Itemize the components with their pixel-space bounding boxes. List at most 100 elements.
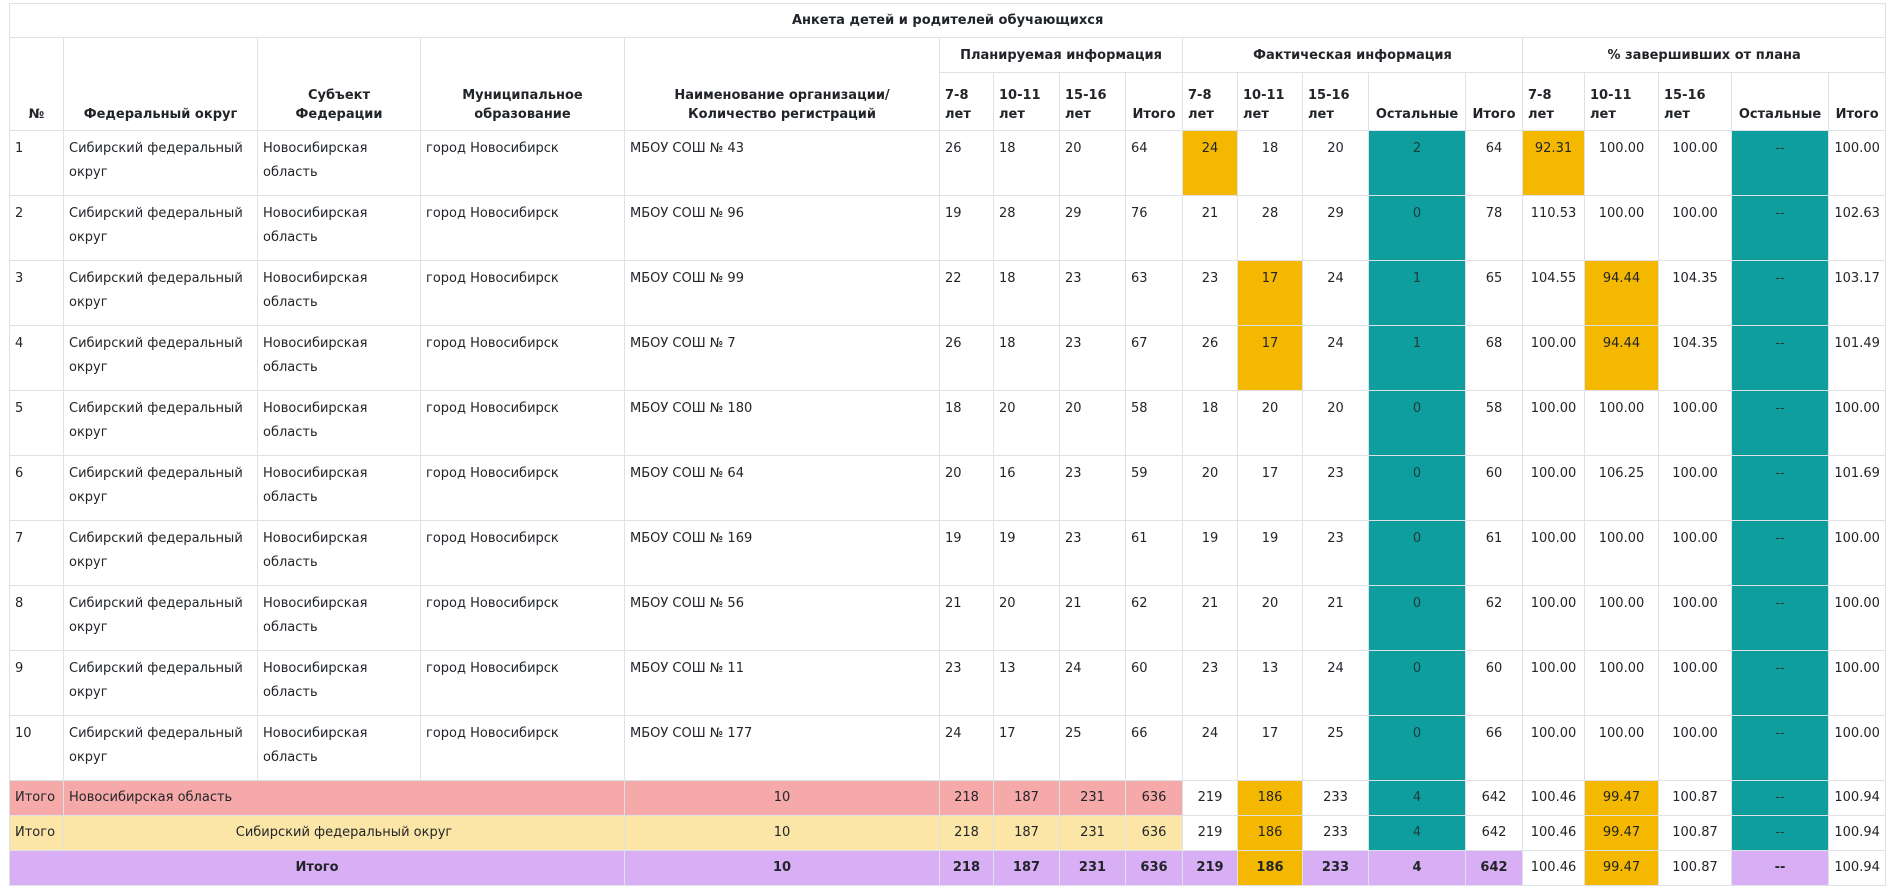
cell-pct-7-8: 100.00 [1522, 390, 1585, 456]
cell-plan-15-16: 20 [1059, 390, 1126, 456]
summary-fact-others: 4 [1368, 780, 1466, 816]
header-fact-10-11: 10-11 лет [1237, 72, 1303, 131]
cell-plan-15-16: 20 [1059, 130, 1126, 196]
cell-pct-others: -- [1731, 455, 1829, 521]
cell-plan-7-8: 26 [939, 130, 994, 196]
cell-fact-7-8: 26 [1182, 325, 1238, 391]
cell-municipal: город Новосибирск [420, 455, 625, 521]
cell-no: 5 [9, 390, 64, 456]
cell-municipal: город Новосибирск [420, 715, 625, 781]
summary-plan-15-16: 231 [1059, 815, 1126, 851]
cell-municipal: город Новосибирск [420, 650, 625, 716]
summary-plan-total: 636 [1125, 780, 1183, 816]
cell-fact-15-16: 23 [1302, 520, 1369, 586]
cell-pct-10-11: 100.00 [1584, 390, 1659, 456]
summary-pct-7-8: 100.46 [1522, 780, 1585, 816]
cell-fact-total: 68 [1465, 325, 1523, 391]
summary-pct-others: -- [1731, 815, 1829, 851]
cell-pct-10-11: 100.00 [1584, 585, 1659, 651]
cell-plan-total: 60 [1125, 650, 1183, 716]
cell-plan-10-11: 18 [993, 325, 1060, 391]
cell-plan-total: 63 [1125, 260, 1183, 326]
table-head: Анкета детей и родителей обучающихся № Ф… [8, 3, 1887, 131]
header-percent: % завершивших от плана [1521, 37, 1887, 73]
header-org: Наименование организации/ Количество рег… [624, 37, 940, 131]
cell-fact-total: 61 [1465, 520, 1523, 586]
cell-pct-15-16: 100.00 [1658, 715, 1732, 781]
cell-plan-7-8: 19 [939, 520, 994, 586]
cell-pct-total: 100.00 [1827, 130, 1887, 196]
cell-no: 1 [9, 130, 64, 196]
cell-plan-15-16: 23 [1059, 455, 1126, 521]
table-row: 1 Сибирский федеральный округ Новосибирска… [9, 130, 1887, 196]
cell-pct-7-8: 100.00 [1522, 715, 1585, 781]
cell-pct-10-11: 100.00 [1584, 650, 1659, 716]
cell-fact-7-8: 18 [1182, 390, 1238, 456]
cell-fact-others: 1 [1368, 325, 1466, 391]
summary-plan-10-11: 187 [993, 780, 1060, 816]
cell-pct-total: 100.00 [1827, 585, 1887, 651]
cell-plan-15-16: 23 [1059, 520, 1126, 586]
cell-fact-10-11: 17 [1237, 325, 1303, 391]
cell-no: 6 [9, 455, 64, 521]
cell-pct-10-11: 100.00 [1584, 520, 1659, 586]
cell-pct-10-11: 94.44 [1584, 260, 1659, 326]
cell-subject: Новосибирская область [257, 390, 421, 456]
cell-okrug: Сибирский федеральный округ [63, 520, 258, 586]
cell-pct-10-11: 100.00 [1584, 130, 1659, 196]
table-row: 2 Сибирский федеральный округ Новосибирска… [9, 195, 1887, 261]
header-plan-10-11: 10-11 лет [993, 72, 1060, 131]
summary-pct-total: 100.94 [1827, 780, 1887, 816]
cell-pct-15-16: 100.00 [1658, 390, 1732, 456]
summary-count: 10 [624, 815, 940, 851]
cell-no: 3 [9, 260, 64, 326]
cell-fact-15-16: 24 [1302, 650, 1369, 716]
cell-plan-total: 58 [1125, 390, 1183, 456]
summary-fact-15-16: 233 [1302, 780, 1369, 816]
cell-municipal: город Новосибирск [420, 585, 625, 651]
cell-org: МБОУ СОШ № 64 [624, 455, 940, 521]
cell-municipal: город Новосибирск [420, 130, 625, 196]
cell-municipal: город Новосибирск [420, 260, 625, 326]
summary-plan-total: 636 [1125, 815, 1183, 851]
header-pct-total: Итого [1827, 72, 1887, 131]
cell-org: МБОУ СОШ № 7 [624, 325, 940, 391]
cell-okrug: Сибирский федеральный округ [63, 260, 258, 326]
header-fact-15-16: 15-16 лет [1302, 72, 1369, 131]
cell-subject: Новосибирская область [257, 455, 421, 521]
header-no: № [9, 37, 64, 131]
cell-fact-others: 0 [1368, 650, 1466, 716]
cell-okrug: Сибирский федеральный округ [63, 130, 258, 196]
cell-pct-7-8: 92.31 [1522, 130, 1585, 196]
cell-pct-10-11: 106.25 [1584, 455, 1659, 521]
table-row: 7 Сибирский федеральный округ Новосибирска… [9, 520, 1887, 586]
cell-no: 9 [9, 650, 64, 716]
header-planned: Планируемая информация [939, 37, 1183, 73]
table-row: 8 Сибирский федеральный округ Новосибирска… [9, 585, 1887, 651]
cell-pct-7-8: 100.00 [1522, 455, 1585, 521]
summary-fact-total: 642 [1465, 815, 1523, 851]
cell-pct-total: 103.17 [1827, 260, 1887, 326]
summary-pct-15-16: 100.87 [1658, 850, 1732, 886]
summary-pct-total: 100.94 [1827, 850, 1887, 886]
cell-no: 4 [9, 325, 64, 391]
summary-fact-total: 642 [1465, 780, 1523, 816]
summary-pct-7-8: 100.46 [1522, 850, 1585, 886]
cell-plan-15-16: 23 [1059, 325, 1126, 391]
summary-fact-total: 642 [1465, 850, 1523, 886]
cell-fact-10-11: 17 [1237, 455, 1303, 521]
header-municipal: Муниципальное образование [420, 37, 625, 131]
summary-plan-total: 636 [1125, 850, 1183, 886]
cell-pct-15-16: 100.00 [1658, 650, 1732, 716]
header-pct-15-16: 15-16 лет [1658, 72, 1732, 131]
summary-label: Итого [9, 780, 64, 816]
cell-fact-total: 78 [1465, 195, 1523, 261]
cell-pct-7-8: 110.53 [1522, 195, 1585, 261]
cell-no: 2 [9, 195, 64, 261]
cell-plan-10-11: 13 [993, 650, 1060, 716]
summary-row-okrug: Итого Сибирский федеральный округ 10 218… [9, 815, 1887, 851]
summary-plan-7-8: 218 [939, 815, 994, 851]
summary-fact-others: 4 [1368, 850, 1466, 886]
cell-subject: Новосибирская область [257, 325, 421, 391]
summary-pct-10-11: 99.47 [1584, 815, 1659, 851]
